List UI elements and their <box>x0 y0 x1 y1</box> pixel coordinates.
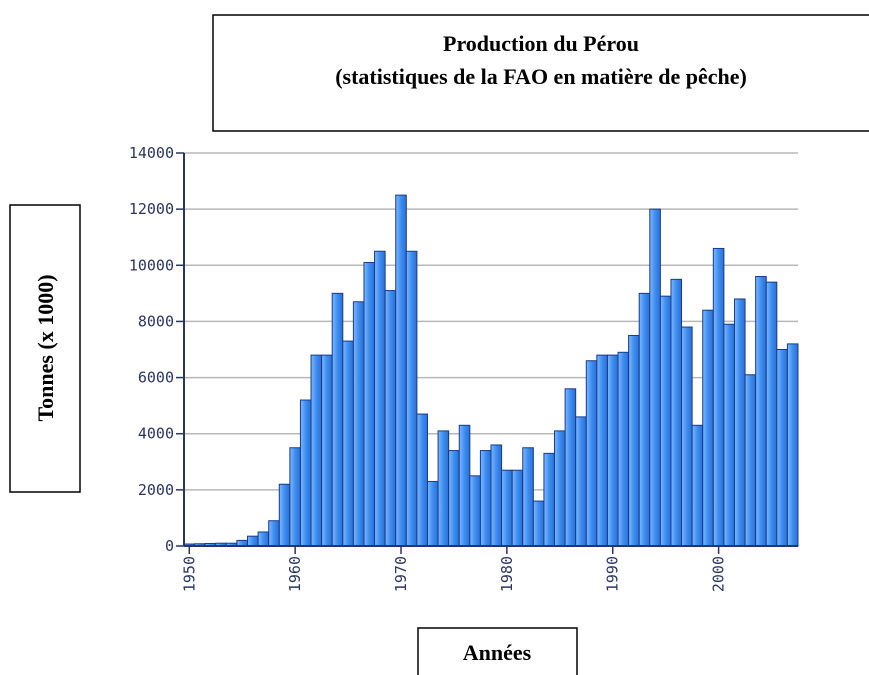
x-tick-label: 1960 <box>286 556 304 592</box>
plot-area: 0 2000 4000 6000 8000 10000 12000 14000 1950 1960… <box>129 144 799 592</box>
bar <box>278 483 291 547</box>
x-tick-label: 1990 <box>604 556 622 592</box>
bar <box>268 520 280 547</box>
bar <box>310 354 323 547</box>
bar <box>289 447 301 547</box>
bar <box>712 247 725 547</box>
bar <box>458 424 471 547</box>
y-tick-label: 2000 <box>138 481 174 499</box>
bar <box>681 326 693 547</box>
bar <box>522 447 534 547</box>
bar <box>490 444 503 547</box>
bar <box>733 298 746 547</box>
chart-subtitle: (statistiques de la FAO en matière de pê… <box>335 64 747 89</box>
chart-title: Production du Pérou <box>443 31 639 56</box>
bar <box>585 360 598 547</box>
bar <box>448 450 460 547</box>
bar <box>352 301 365 547</box>
bar <box>744 374 757 547</box>
bar <box>702 309 714 547</box>
bar <box>321 354 333 547</box>
bar <box>723 323 735 547</box>
y-tick-label: 12000 <box>129 200 174 218</box>
bar <box>659 295 672 547</box>
bar <box>575 416 587 547</box>
bar <box>384 290 397 547</box>
bar <box>331 292 344 547</box>
bar <box>564 388 577 547</box>
y-label-box <box>9 204 81 493</box>
bar <box>257 531 270 547</box>
y-tick-label: 8000 <box>138 312 174 330</box>
bar <box>776 349 788 547</box>
bar <box>596 354 608 547</box>
bar <box>501 469 513 547</box>
bar <box>670 278 683 547</box>
y-axis-label: Tonnes (x 1000) <box>33 274 58 421</box>
bar <box>342 340 354 547</box>
y-tick-label: 0 <box>165 537 174 555</box>
bar <box>617 351 630 547</box>
bar <box>628 334 640 547</box>
bar <box>786 343 799 547</box>
bar <box>247 535 259 547</box>
x-tick-label: 1950 <box>180 556 198 592</box>
bar <box>437 430 450 547</box>
bar <box>299 399 312 547</box>
x-label-box <box>417 627 578 675</box>
bar <box>416 413 428 547</box>
bar <box>395 194 407 547</box>
bar <box>426 480 439 547</box>
x-tick-label: 1970 <box>392 556 410 592</box>
bar <box>638 292 651 547</box>
bar <box>479 450 492 547</box>
y-tick-label: 14000 <box>129 144 174 162</box>
x-tick-label: 2000 <box>710 556 728 592</box>
y-tick-label: 10000 <box>129 256 174 274</box>
bar <box>532 500 545 547</box>
bar <box>405 250 418 547</box>
bar <box>691 424 704 547</box>
bar <box>374 250 386 547</box>
x-axis-label: Années <box>463 640 532 665</box>
bar <box>469 475 481 547</box>
x-tick-label: 1980 <box>498 556 516 592</box>
bar <box>765 281 778 547</box>
y-tick-label: 6000 <box>138 369 174 387</box>
bar <box>755 276 767 547</box>
bar <box>543 452 556 547</box>
bar <box>511 469 524 547</box>
title-box <box>212 14 869 132</box>
y-tick-label: 4000 <box>138 425 174 443</box>
bar <box>649 208 661 547</box>
bar <box>363 261 376 547</box>
bar <box>606 354 619 547</box>
bar <box>554 430 566 547</box>
